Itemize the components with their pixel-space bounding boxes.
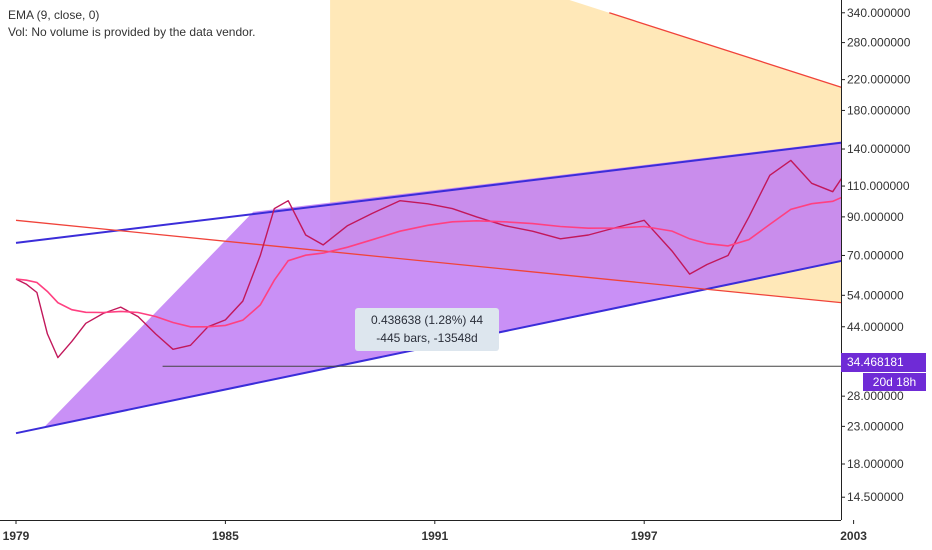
wedge-lower-line [15,219,841,304]
x-tick-label: 1979 [3,529,30,543]
y-tick-label: 54.000000 [847,288,904,302]
x-tick-label: 1991 [421,529,448,543]
ema-series-line [15,196,841,328]
channel-fill [43,141,841,428]
volume-legend[interactable]: Vol: No volume is provided by the data v… [8,25,256,39]
y-tick-label: 180.000000 [847,103,911,117]
y-tick-label: 280.000000 [847,36,911,50]
y-tick-label: 14.500000 [847,490,904,504]
x-tick-label: 2003 [840,529,867,543]
countdown-tag: 20d 18h [863,373,926,391]
indicator-legend: EMA (9, close, 0) Vol: No volume is prov… [8,7,255,41]
y-tick-label: 340.000000 [847,6,911,20]
measure-price-change: 0.438638 (1.28%) 44 [370,313,484,327]
price-series-line [15,159,841,359]
current-price-tag: 34.468181 [841,353,926,372]
y-tick-label: 44.000000 [847,320,904,334]
x-tick-label: 1997 [631,529,658,543]
y-tick-label: 220.000000 [847,73,911,87]
plot-area [15,0,841,435]
x-tick-label: 1985 [212,529,239,543]
measure-tool-label: 0.438638 (1.28%) 44 -445 bars, -13548d [355,308,499,351]
y-tick-label: 28.000000 [847,389,904,403]
y-tick-label: 70.000000 [847,248,904,262]
measure-bars-days: -445 bars, -13548d [376,331,478,345]
channel-lower-line [15,259,841,435]
ema-legend[interactable]: EMA (9, close, 0) [8,8,100,22]
wedge-upper-line [609,12,841,88]
channel-upper-line [15,141,841,244]
y-tick-label: 140.000000 [847,142,911,156]
y-tick-label: 110.000000 [847,179,910,193]
y-tick-label: 90.000000 [847,210,904,224]
y-tick-label: 18.000000 [847,457,904,471]
y-tick-label: 23.000000 [847,419,904,433]
